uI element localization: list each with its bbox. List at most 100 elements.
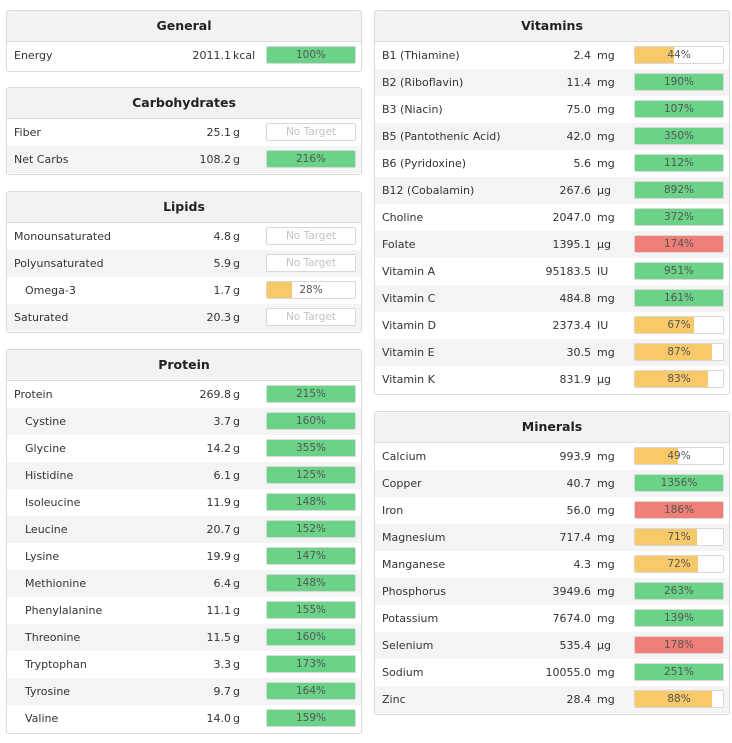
protein-row-phenylalanine[interactable]: Phenylalanine 11.1 g 155% xyxy=(7,597,361,624)
target-percent-label: 71% xyxy=(667,531,691,543)
minerals-row-phosphorus[interactable]: Phosphorus 3949.6 mg 263% xyxy=(375,578,729,605)
nutrient-amount: 11.5 xyxy=(206,631,232,644)
nutrient-name: Manganese xyxy=(382,558,446,571)
general-rows: Energy 2011.1 kcal 100% xyxy=(7,42,361,69)
nutrient-unit: g xyxy=(233,712,240,725)
lipids-row-polyunsaturated[interactable]: Polyunsaturated 5.9 g No Target xyxy=(7,250,361,277)
vitamins-row-b2-riboflavin[interactable]: B2 (Riboflavin) 11.4 mg 190% xyxy=(375,69,729,96)
protein-row-lysine[interactable]: Lysine 19.9 g 147% xyxy=(7,543,361,570)
target-progress-bar: No Target xyxy=(266,227,356,245)
nutrient-unit: mg xyxy=(597,49,615,62)
protein-row-protein[interactable]: Protein 269.8 g 215% xyxy=(7,381,361,408)
nutrient-amount: 5.6 xyxy=(573,157,592,170)
nutrient-amount: 11.4 xyxy=(566,76,592,89)
target-progress-bar: 161% xyxy=(634,289,724,307)
protein-row-histidine[interactable]: Histidine 6.1 g 125% xyxy=(7,462,361,489)
nutrient-unit: µg xyxy=(597,184,611,197)
vitamins-row-vitamin-c[interactable]: Vitamin C 484.8 mg 161% xyxy=(375,285,729,312)
vitamins-row-vitamin-d[interactable]: Vitamin D 2373.4 IU 67% xyxy=(375,312,729,339)
nutrient-amount: 535.4 xyxy=(559,639,592,652)
nutrient-unit: mg xyxy=(597,76,615,89)
lipids-panel-title: Lipids xyxy=(7,192,361,223)
target-percent-label: No Target xyxy=(285,230,337,242)
nutrient-unit: mg xyxy=(597,558,615,571)
protein-rows: Protein 269.8 g 215% Cystine 3.7 g 160% Glycine 1… xyxy=(7,381,361,732)
minerals-row-magnesium[interactable]: Magnesium 717.4 mg 71% xyxy=(375,524,729,551)
vitamins-row-b3-niacin[interactable]: B3 (Niacin) 75.0 mg 107% xyxy=(375,96,729,123)
general-panel: General Energy 2011.1 kcal 100% xyxy=(6,10,362,72)
target-percent-label: 159% xyxy=(295,712,327,724)
target-percent-label: 164% xyxy=(295,685,327,697)
vitamins-row-choline[interactable]: Choline 2047.0 mg 372% xyxy=(375,204,729,231)
nutrient-unit: g xyxy=(233,631,240,644)
minerals-row-calcium[interactable]: Calcium 993.9 mg 49% xyxy=(375,443,729,470)
progress-fill xyxy=(635,209,723,225)
nutrient-amount: 1.7 xyxy=(213,284,232,297)
nutrient-name: Vitamin K xyxy=(382,373,435,386)
nutrient-amount: 10055.0 xyxy=(545,666,592,679)
carbohydrates-row-fiber[interactable]: Fiber 25.1 g No Target xyxy=(7,119,361,146)
target-progress-bar: 155% xyxy=(266,601,356,619)
minerals-row-selenium[interactable]: Selenium 535.4 µg 178% xyxy=(375,632,729,659)
minerals-row-sodium[interactable]: Sodium 10055.0 mg 251% xyxy=(375,659,729,686)
target-percent-label: 951% xyxy=(663,265,695,277)
nutrient-amount: 7674.0 xyxy=(552,612,592,625)
nutrient-amount: 11.1 xyxy=(206,604,232,617)
minerals-row-manganese[interactable]: Manganese 4.3 mg 72% xyxy=(375,551,729,578)
vitamins-row-b6-pyridoxine[interactable]: B6 (Pyridoxine) 5.6 mg 112% xyxy=(375,150,729,177)
nutrient-name: Tryptophan xyxy=(25,658,87,671)
lipids-row-omega-3[interactable]: Omega-3 1.7 g 28% xyxy=(7,277,361,304)
vitamins-row-b1-thiamine[interactable]: B1 (Thiamine) 2.4 mg 44% xyxy=(375,42,729,69)
minerals-row-copper[interactable]: Copper 40.7 mg 1356% xyxy=(375,470,729,497)
protein-row-cystine[interactable]: Cystine 3.7 g 160% xyxy=(7,408,361,435)
minerals-row-iron[interactable]: Iron 56.0 mg 186% xyxy=(375,497,729,524)
target-percent-label: 251% xyxy=(663,666,695,678)
target-progress-bar: 152% xyxy=(266,520,356,538)
target-progress-bar: 87% xyxy=(634,343,724,361)
nutrient-amount: 14.0 xyxy=(206,712,232,725)
minerals-row-potassium[interactable]: Potassium 7674.0 mg 139% xyxy=(375,605,729,632)
carbohydrates-row-net-carbs[interactable]: Net Carbs 108.2 g 216% xyxy=(7,146,361,173)
vitamins-row-b5-pantothenic-acid[interactable]: B5 (Pantothenic Acid) 42.0 mg 350% xyxy=(375,123,729,150)
lipids-row-monounsaturated[interactable]: Monounsaturated 4.8 g No Target xyxy=(7,223,361,250)
protein-row-threonine[interactable]: Threonine 11.5 g 160% xyxy=(7,624,361,651)
protein-row-isoleucine[interactable]: Isoleucine 11.9 g 148% xyxy=(7,489,361,516)
nutrient-amount: 717.4 xyxy=(559,531,592,544)
nutrient-amount: 269.8 xyxy=(199,388,232,401)
protein-panel: Protein Protein 269.8 g 215% Cystine 3.7 g 160%… xyxy=(6,349,362,734)
lipids-panel: Lipids Monounsaturated 4.8 g No Target Polyu… xyxy=(6,191,362,333)
nutrient-amount: 6.4 xyxy=(213,577,232,590)
vitamins-row-vitamin-e[interactable]: Vitamin E 30.5 mg 87% xyxy=(375,339,729,366)
vitamins-row-b12-cobalamin[interactable]: B12 (Cobalamin) 267.6 µg 892% xyxy=(375,177,729,204)
target-percent-label: 263% xyxy=(663,585,695,597)
nutrient-unit: g xyxy=(233,550,240,563)
nutrient-unit: g xyxy=(233,577,240,590)
lipids-row-saturated[interactable]: Saturated 20.3 g No Target xyxy=(7,304,361,331)
nutrient-unit: mg xyxy=(597,477,615,490)
progress-fill xyxy=(635,556,699,572)
nutrient-amount: 56.0 xyxy=(566,504,592,517)
nutrient-unit: g xyxy=(233,153,240,166)
target-percent-label: 215% xyxy=(295,388,327,400)
protein-row-methionine[interactable]: Methionine 6.4 g 148% xyxy=(7,570,361,597)
general-row-energy[interactable]: Energy 2011.1 kcal 100% xyxy=(7,42,361,69)
target-percent-label: 173% xyxy=(295,658,327,670)
carbohydrates-rows: Fiber 25.1 g No Target Net Carbs 108.2 g 216% xyxy=(7,119,361,173)
protein-row-glycine[interactable]: Glycine 14.2 g 355% xyxy=(7,435,361,462)
protein-row-tryptophan[interactable]: Tryptophan 3.3 g 173% xyxy=(7,651,361,678)
minerals-row-zinc[interactable]: Zinc 28.4 mg 88% xyxy=(375,686,729,713)
progress-fill xyxy=(635,502,723,518)
progress-fill xyxy=(635,448,679,464)
progress-fill xyxy=(635,475,723,491)
target-progress-bar: 174% xyxy=(634,235,724,253)
nutrient-name: Histidine xyxy=(25,469,74,482)
target-progress-bar: 147% xyxy=(266,547,356,565)
nutrient-name: Polyunsaturated xyxy=(14,257,104,270)
protein-row-valine[interactable]: Valine 14.0 g 159% xyxy=(7,705,361,732)
protein-row-leucine[interactable]: Leucine 20.7 g 152% xyxy=(7,516,361,543)
vitamins-row-folate[interactable]: Folate 1395.1 µg 174% xyxy=(375,231,729,258)
nutrient-name: B12 (Cobalamin) xyxy=(382,184,475,197)
protein-row-tyrosine[interactable]: Tyrosine 9.7 g 164% xyxy=(7,678,361,705)
vitamins-row-vitamin-k[interactable]: Vitamin K 831.9 µg 83% xyxy=(375,366,729,393)
vitamins-row-vitamin-a[interactable]: Vitamin A 95183.5 IU 951% xyxy=(375,258,729,285)
